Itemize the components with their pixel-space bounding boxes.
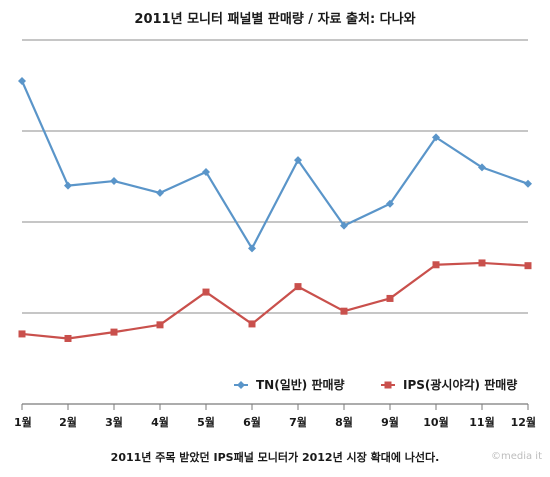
data-point [524,179,532,188]
chart-title: 2011년 모니터 패널별 판매량 / 자료 출처: 다나와 [134,12,416,27]
grid-lines [22,39,528,314]
series-layer [18,76,532,342]
data-point [18,76,26,85]
legend-label: IPS(광시야각) 판매량 [403,377,517,392]
x-tick-label: 7월 [289,415,307,429]
watermark: ©media it [490,451,542,462]
data-point [386,199,394,208]
data-point [202,167,210,176]
legend-marker [384,381,392,389]
data-point [248,320,256,328]
data-point [340,221,348,230]
legend: TN(일반) 판매량 IPS(광시야각) 판매량 [234,377,517,392]
x-tick-label: 6월 [243,415,261,429]
data-point [110,177,118,186]
data-point [110,328,118,336]
series-line [20,80,529,250]
data-point [478,163,486,172]
data-point [340,307,348,315]
legend-marker [237,381,245,389]
data-point [432,261,440,269]
x-tick-label: 8월 [335,415,353,429]
legend-label: TN(일반) 판매량 [256,377,345,392]
x-tick-label: 4월 [151,415,169,429]
x-axis: 1월 2월 3월 4월 5월 6월 7월 8월 9월 10월 11월 12월 [14,403,536,429]
data-point [156,321,164,329]
x-tick-label: 1월 [14,415,32,429]
x-tick-label: 9월 [381,415,399,429]
legend-item: IPS(광시야각) 판매량 [381,377,517,392]
series-tn [18,76,532,253]
series-line [21,261,529,340]
x-tick-label: 10월 [423,415,448,429]
data-point [64,181,72,190]
series-ips [18,259,532,342]
data-point [294,156,302,165]
chart-caption: 2011년 주목 받았던 IPS패널 모니터가 2012년 시장 확대에 나선다… [110,451,440,464]
data-point [64,334,72,342]
data-point [294,283,302,291]
data-point [18,330,26,338]
data-point [432,133,440,142]
data-point [156,188,164,197]
data-point [478,259,486,267]
data-point [202,288,210,296]
x-tick-label: 5월 [197,415,215,429]
x-tick-label: 3월 [105,415,123,429]
data-point [386,294,394,302]
x-tick-label: 11월 [469,415,494,429]
x-tick-label: 12월 [511,415,536,429]
legend-item: TN(일반) 판매량 [234,377,345,392]
data-point [248,244,256,253]
x-tick-label: 2월 [59,415,77,429]
data-point [524,262,532,270]
